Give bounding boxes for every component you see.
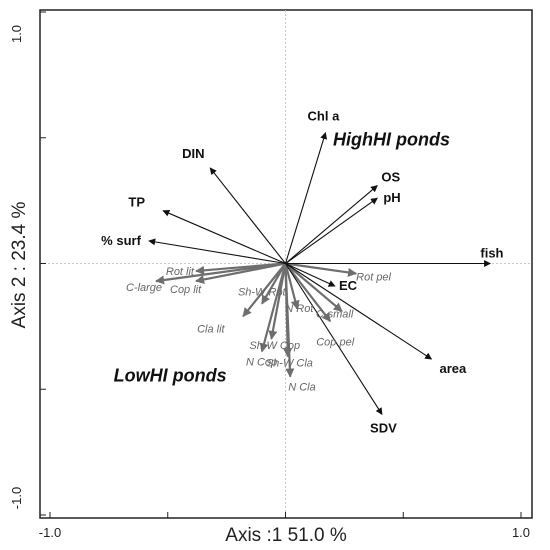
env-label-din: DIN [182,146,204,161]
environmental-labels: Chl a OS pH fish EC area SDV DIN TP % surf [101,109,503,436]
species-arrow-n-rot [284,263,300,310]
species-arrow-n-cop [259,263,287,353]
env-arrow-din [209,167,286,264]
species-labels: Rot lit C-large Cop lit Cla lit Sh-W Rot N Ro… [126,266,392,394]
env-arrow-chl-a [284,132,328,264]
env-label-area: area [440,361,468,376]
species-arrow-cop-pel [284,262,332,323]
env-label-os: OS [381,170,400,185]
species-label-sh-w-cop: Sh-W Cop [249,340,300,352]
species-arrow-rot-pel [285,262,358,277]
species-label-rot-lit: Rot lit [166,266,195,278]
species-label-n-cop: N Cop [246,357,277,369]
env-arrow-ec [285,262,336,287]
species-label-sh-w-cla: Sh-W Cla [266,358,313,370]
species-arrow-c-small [284,262,343,313]
species-label-sh-w-rot: Sh-W Rot [238,287,287,299]
species-arrows [155,262,358,378]
group-annotations: HighHI ponds LowHI ponds [114,129,450,385]
y-tick-label-max: 1.0 [9,25,24,43]
species-label-c-small: C-small [316,308,354,320]
species-label-c-large: C-large [126,282,162,294]
x-tick-label-min: -1.0 [39,525,61,540]
env-arrow-pct-surf [148,238,286,265]
env-arrow-tp [162,209,286,265]
env-arrow-os [285,185,378,264]
species-arrow-sh-w-rot [261,262,287,305]
env-arrow-sdv [285,263,383,415]
y-tick-label-min: -1.0 [9,487,24,509]
x-axis-title: Axis :1 51.0 % [225,525,347,546]
species-label-rot-pel: Rot pel [356,272,391,284]
environmental-arrows [148,132,492,415]
species-arrow-cla-lit [242,262,287,318]
species-label-n-rot: N Rot [285,303,314,315]
species-arrow-cop-lit [195,262,286,284]
env-arrow-area [285,263,433,360]
species-label-cla-lit: Cla lit [197,323,225,335]
x-tick-label-max: 1.0 [512,525,530,540]
env-label-tp: TP [128,195,145,210]
species-arrow-c-large [155,262,286,285]
env-arrow-ph [285,197,378,264]
env-label-fish: fish [480,246,503,261]
species-label-n-cla: N Cla [288,382,316,394]
env-label-chl-a: Chl a [308,109,341,124]
species-arrow-n-cla [284,263,295,378]
y-axis-title: Axis 2 : 23.4 % [9,202,30,329]
species-label-cop-lit: Cop lit [170,284,202,296]
group-label-lowhi-ponds: LowHI ponds [114,366,227,386]
env-label-sdv: SDV [370,420,397,435]
group-label-highhi-ponds: HighHI ponds [333,129,450,149]
tick-marks [40,11,522,518]
env-label-pct-surf: % surf [101,233,141,248]
species-label-cop-pel: Cop pel [316,336,354,348]
env-label-ec: EC [339,278,358,293]
env-label-ph: pH [383,190,400,205]
